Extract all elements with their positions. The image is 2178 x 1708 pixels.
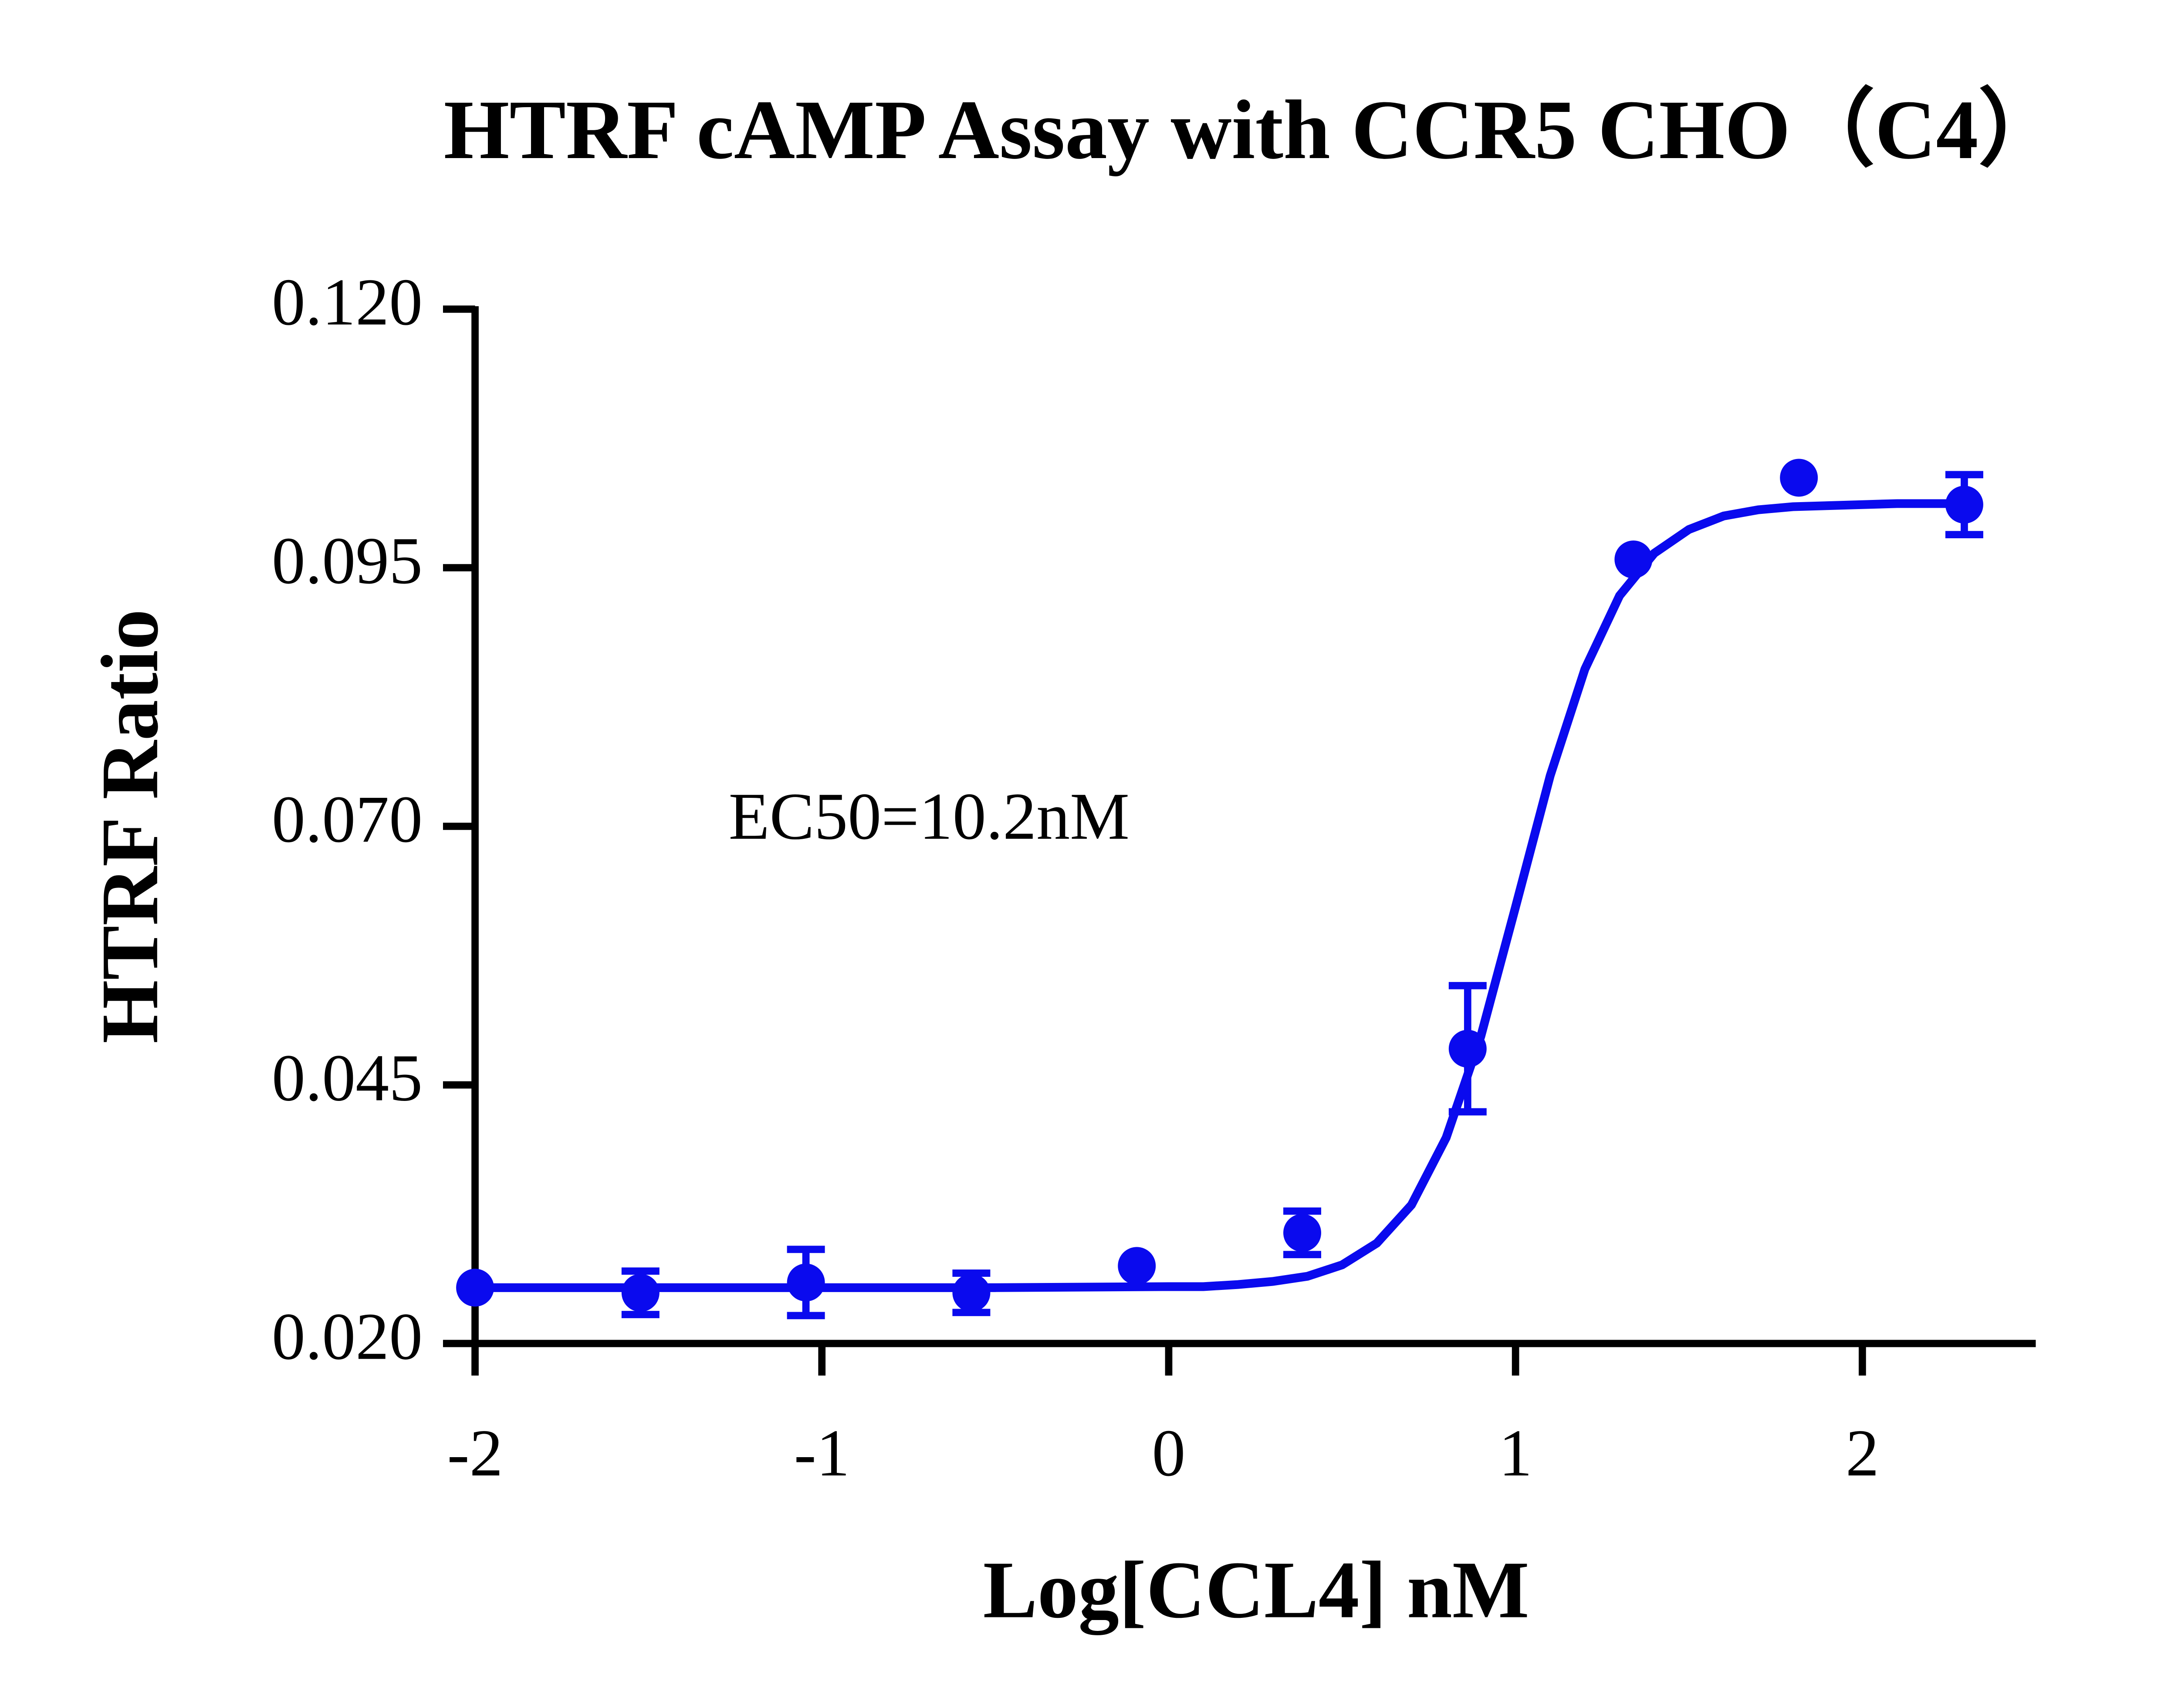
data-point (1283, 1214, 1322, 1252)
data-point (1118, 1247, 1156, 1285)
y-tick-label: 0.095 (272, 524, 423, 598)
annotation: EC50=10.2nM (729, 780, 1130, 854)
data-point (621, 1274, 659, 1312)
y-tick-label: 0.020 (272, 1300, 423, 1374)
data-point (1614, 540, 1653, 579)
y-axis-label: HTRF Ratio (85, 609, 175, 1043)
chart-title: HTRF cAMP Assay with CCR5 CHO（C4） (444, 83, 2063, 177)
x-tick-label: 1 (1499, 1416, 1532, 1490)
y-tick-label: 0.120 (272, 265, 423, 339)
x-tick-label: -2 (447, 1416, 503, 1490)
data-point (456, 1269, 494, 1307)
y-tick-label: 0.045 (272, 1041, 423, 1115)
x-tick-label: -1 (794, 1416, 850, 1490)
x-tick-label: 2 (1846, 1416, 1879, 1490)
data-point (1448, 1030, 1487, 1068)
y-tick-label: 0.070 (272, 783, 423, 857)
data-point (1780, 459, 1818, 497)
x-tick-label: 0 (1152, 1416, 1186, 1490)
x-axis-label: Log[CCL4] nM (983, 1544, 1529, 1635)
data-point (1945, 486, 1983, 524)
data-point (952, 1274, 991, 1312)
data-point (787, 1263, 825, 1302)
fit-curve (475, 499, 1967, 1292)
